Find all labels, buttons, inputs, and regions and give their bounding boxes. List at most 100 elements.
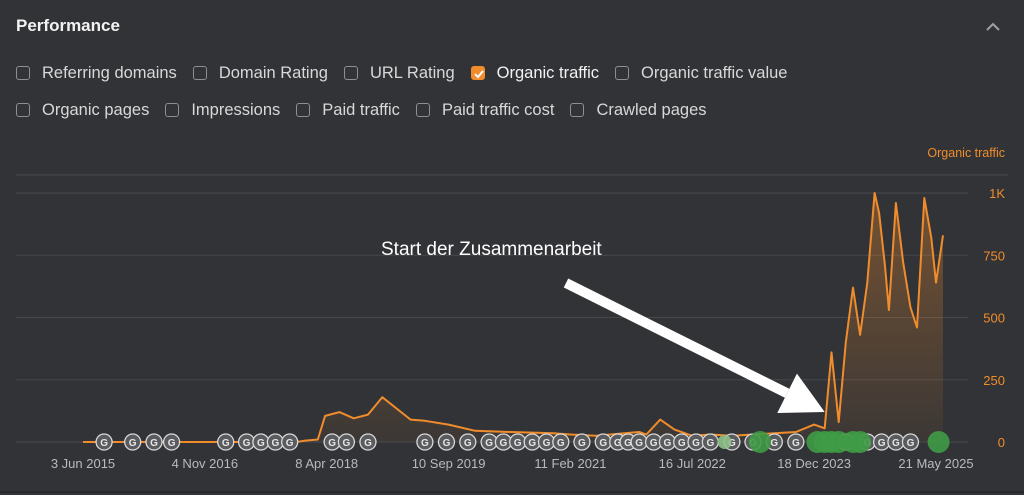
checkbox-box[interactable] <box>16 103 30 117</box>
google-update-marker-label: G <box>650 438 658 449</box>
checkbox-row: Organic pages Impressions Paid traffic P… <box>16 99 1008 121</box>
checkbox-label: Paid traffic cost <box>441 100 555 119</box>
google-update-marker <box>459 433 477 451</box>
x-tick-label: 16 Jul 2022 <box>659 456 726 471</box>
checkbox-organic-traffic[interactable]: Organic traffic <box>470 63 600 83</box>
google-update-marker-label: G <box>485 438 493 449</box>
google-update-marker-label: G <box>624 438 632 449</box>
google-update-marker-label: G <box>578 438 586 449</box>
google-update-marker-label: G <box>878 438 886 449</box>
google-update-marker <box>217 433 235 451</box>
checkbox-box-checked[interactable] <box>470 66 485 80</box>
checkbox-referring-domains[interactable]: Referring domains <box>16 64 177 83</box>
google-update-marker-label: G <box>243 438 251 449</box>
checkbox-paid-traffic-cost[interactable]: Paid traffic cost <box>415 100 555 120</box>
google-update-marker-label: G <box>770 438 778 449</box>
checkbox-box[interactable] <box>165 103 180 117</box>
google-update-marker-label: G <box>364 438 372 449</box>
checkbox-organic-traffic-value[interactable]: Organic traffic value <box>615 64 787 83</box>
y-tick-label: 250 <box>983 373 1005 388</box>
checkbox-label: Impressions <box>191 100 281 119</box>
checkbox-paid-traffic[interactable]: Paid traffic <box>296 101 400 120</box>
google-update-marker-label: G <box>678 438 686 449</box>
annotation-arrow-shaft <box>563 278 790 398</box>
google-update-marker-label: G <box>129 438 137 449</box>
x-tick-label: 10 Sep 2019 <box>412 456 486 471</box>
google-update-marker <box>359 433 377 451</box>
google-update-marker-label: G <box>664 438 672 449</box>
google-update-marker-label: G <box>907 438 915 449</box>
checkbox-box[interactable] <box>192 66 207 80</box>
checkbox-url-rating[interactable]: URL Rating <box>343 63 455 83</box>
x-tick-label: 11 Feb 2021 <box>534 456 606 471</box>
google-update-marker-label: G <box>557 438 565 449</box>
google-update-marker-label: G <box>100 438 108 449</box>
x-tick-label: 4 Nov 2016 <box>172 456 239 471</box>
google-update-marker-label: G <box>421 438 429 449</box>
checkbox-box[interactable] <box>570 103 585 117</box>
google-update-marker-label: G <box>792 438 800 449</box>
google-update-marker-label: G <box>222 438 230 449</box>
google-update-marker-label: G <box>599 438 607 449</box>
google-update-marker-label: G <box>328 438 336 449</box>
checkbox-box[interactable] <box>296 103 311 117</box>
checkbox-label: Organic traffic value <box>641 63 788 82</box>
google-update-marker <box>337 433 356 451</box>
checkbox-label: Organic traffic <box>496 63 600 82</box>
x-tick-label: 21 May 2025 <box>898 456 973 471</box>
checkbox-impressions[interactable]: Impressions <box>165 101 280 120</box>
section-title: Performance <box>16 16 120 35</box>
google-update-marker-label: G <box>528 438 536 449</box>
google-update-marker-label: G <box>464 438 472 449</box>
y-tick-label: 500 <box>983 311 1005 326</box>
annotation-marker <box>749 431 772 453</box>
performance-header: Performance <box>16 16 1008 40</box>
google-update-marker <box>552 433 570 451</box>
checkbox-domain-rating[interactable]: Domain Rating <box>192 63 328 83</box>
checkbox-label: Referring domains <box>42 63 177 82</box>
google-update-marker-label: G <box>706 438 714 449</box>
y-tick-label: 0 <box>998 435 1005 450</box>
series-area <box>83 193 943 442</box>
google-update-marker-label: G <box>286 438 294 449</box>
checkbox-box[interactable] <box>16 66 30 80</box>
google-update-marker-label: G <box>343 438 351 449</box>
google-update-marker-label: G <box>692 438 700 449</box>
google-update-marker <box>437 433 456 451</box>
annotation-text: Start der Zusammenarbeit <box>381 239 602 260</box>
google-update-marker-label: G <box>514 438 522 449</box>
checkbox-label: Domain Rating <box>218 63 328 82</box>
annotation-marker <box>849 431 872 453</box>
checkbox-box[interactable] <box>415 103 430 117</box>
google-update-marker-label: G <box>500 438 508 449</box>
google-update-marker-label: G <box>272 438 280 449</box>
checkbox-label: Organic pages <box>42 100 150 119</box>
checkbox-row: Referring domains Domain Rating URL Rati… <box>16 62 1008 84</box>
google-update-marker <box>95 433 113 451</box>
google-update-marker-label: G <box>892 438 900 449</box>
google-update-marker <box>162 433 181 451</box>
google-update-marker-label: G <box>728 438 736 449</box>
checkmark-icon <box>473 70 484 79</box>
checkbox-box[interactable] <box>343 66 358 80</box>
checkbox-organic-pages[interactable]: Organic pages <box>16 101 149 120</box>
checkbox-label: URL Rating <box>369 63 455 82</box>
google-update-marker-label: G <box>543 438 551 449</box>
checkbox-crawled-pages[interactable]: Crawled pages <box>570 100 707 120</box>
x-tick-label: 8 Apr 2018 <box>295 456 358 471</box>
google-update-marker-label: G <box>443 438 451 449</box>
metric-checkboxes: Referring domains Domain Rating URL Rati… <box>16 62 1008 136</box>
x-tick-label: 3 Jun 2015 <box>51 456 115 471</box>
google-update-marker <box>901 433 920 451</box>
google-update-marker <box>573 433 591 451</box>
checkbox-label: Paid traffic <box>322 100 400 119</box>
google-update-marker <box>124 433 142 451</box>
google-update-marker <box>281 433 299 451</box>
chevron-up-icon[interactable] <box>984 18 1002 36</box>
google-update-marker-label: G <box>614 438 622 449</box>
checkbox-label: Crawled pages <box>596 100 707 119</box>
organic-traffic-chart: 0 250 500 750 1K 3 Jun 2015 4 Nov 2016 8 Apr 20… <box>16 174 1008 471</box>
checkbox-box[interactable] <box>615 66 630 80</box>
google-update-marker-label: G <box>257 438 265 449</box>
google-update-marker <box>787 433 805 451</box>
